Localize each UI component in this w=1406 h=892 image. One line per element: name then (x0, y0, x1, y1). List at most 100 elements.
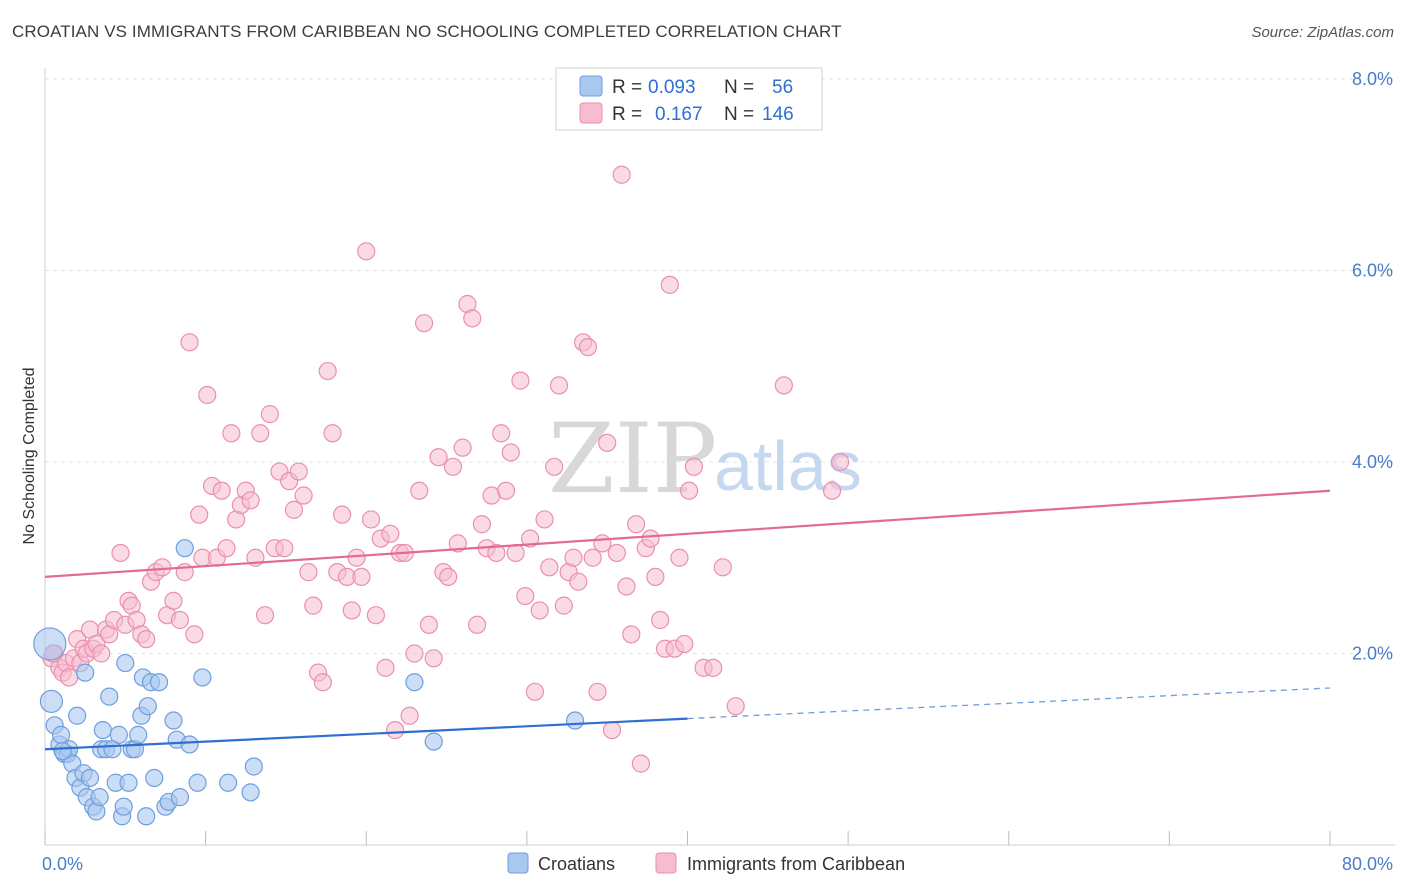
y-tick-label: 6.0% (1352, 261, 1393, 281)
caribbean-point (164, 591, 183, 610)
croatian-point (219, 773, 238, 792)
y-tick-label: 8.0% (1352, 69, 1393, 89)
croatian-point (145, 768, 164, 788)
legend-blue-n-value: 56 (772, 77, 793, 98)
croatian-point (138, 697, 157, 716)
legend-swatch-blue (579, 75, 603, 97)
chart-title: CROATIAN VS IMMIGRANTS FROM CARIBBEAN NO… (12, 22, 842, 41)
caribbean-point (323, 424, 342, 443)
caribbean-point (535, 510, 554, 529)
x-tick-label-max: 80.0% (1342, 854, 1393, 874)
caribbean-point (386, 720, 405, 740)
caribbean-point (352, 567, 371, 587)
caribbean-point (622, 625, 641, 644)
caribbean-point (414, 314, 434, 333)
caribbean-point (496, 481, 516, 500)
watermark: ZIP atlas (548, 403, 862, 515)
caribbean-point (713, 558, 732, 577)
caribbean-point (260, 405, 279, 424)
caribbean-point (670, 548, 689, 567)
caribbean-point (419, 615, 438, 634)
caribbean-point (651, 610, 670, 630)
caribbean-point (448, 534, 467, 553)
caribbean-point (289, 462, 308, 481)
croatian-point (33, 627, 67, 661)
caribbean-point (217, 539, 236, 558)
caribbean-point (646, 567, 665, 587)
caribbean-point (241, 491, 260, 510)
caribbean-point (333, 505, 352, 524)
caribbean-point (511, 371, 530, 390)
croatian-point (93, 720, 112, 740)
croatian-point (114, 797, 133, 816)
caribbean-point (830, 452, 850, 472)
croatians-trend-extension (687, 687, 1331, 720)
caribbean-point (439, 567, 458, 587)
croatian-point (149, 673, 169, 692)
caribbean-point (410, 481, 429, 500)
bottom-legend-swatch-croatians (507, 852, 529, 874)
croatian-point (116, 653, 135, 673)
legend-pink-n-label: N = (724, 104, 754, 125)
axes: 2.0% 4.0% 6.0% 8.0% 0.0% 80.0% (42, 68, 1395, 874)
y-tick-label: 4.0% (1352, 452, 1393, 472)
y-axis-label: No Schooling Completed (21, 368, 38, 545)
croatian-point (405, 673, 424, 692)
caribbean-point (429, 448, 448, 467)
croatian-point (119, 773, 138, 792)
caribbean-point (381, 524, 400, 543)
legend-blue-n-label: N = (724, 77, 754, 98)
caribbean-point (92, 644, 111, 663)
bottom-legend-swatch-caribbean (655, 852, 677, 874)
caribbean-point (294, 486, 313, 505)
croatian-point (424, 732, 443, 751)
croatian-point (164, 711, 183, 730)
caribbean-point (617, 577, 636, 596)
caribbean-trend-line (44, 489, 1331, 578)
caribbean-point (275, 539, 294, 558)
legend-swatch-pink (579, 102, 603, 124)
caribbean-point (467, 615, 487, 634)
caribbean-point (641, 529, 660, 548)
croatian-point (76, 663, 95, 682)
caribbean-point (675, 634, 694, 654)
caribbean-point (626, 515, 646, 534)
croatian-point (565, 711, 585, 730)
caribbean-point (137, 630, 156, 649)
caribbean-point (593, 534, 612, 553)
caribbean-point (185, 625, 204, 644)
caribbean-point (212, 481, 231, 500)
caribbean-point (704, 658, 723, 677)
caribbean-point (545, 457, 564, 476)
caribbean-point (59, 668, 79, 687)
caribbean-point (612, 165, 631, 184)
croatian-point (193, 668, 212, 687)
caribbean-point (525, 682, 545, 701)
croatian-point (39, 689, 64, 713)
caribbean-point (170, 610, 190, 630)
legend-pink-n-value: 146 (762, 104, 794, 125)
caribbean-point (180, 333, 199, 352)
caribbean-point (318, 361, 337, 381)
bottom-legend-caribbean: Immigrants from Caribbean (687, 854, 905, 874)
caribbean-point (520, 529, 540, 548)
croatian-point (109, 725, 128, 744)
caribbean-point (726, 697, 745, 716)
legend-pink-r-value: 0.167 (655, 104, 703, 125)
caribbean-point (774, 376, 793, 395)
caribbean-point (463, 309, 482, 328)
caribbean-point (313, 673, 332, 692)
caribbean-point (554, 596, 573, 615)
x-tick-label-min: 0.0% (42, 854, 83, 874)
croatian-point (129, 725, 148, 744)
caribbean-point (501, 443, 520, 462)
croatian-point (90, 788, 109, 807)
croatian-point (188, 773, 207, 792)
caribbean-point (472, 515, 491, 534)
caribbean-point (424, 649, 443, 668)
caribbean-point (530, 601, 549, 620)
croatian-point (80, 768, 100, 788)
series-croatians-points (33, 539, 585, 826)
caribbean-point (607, 543, 626, 563)
caribbean-point (578, 338, 598, 357)
